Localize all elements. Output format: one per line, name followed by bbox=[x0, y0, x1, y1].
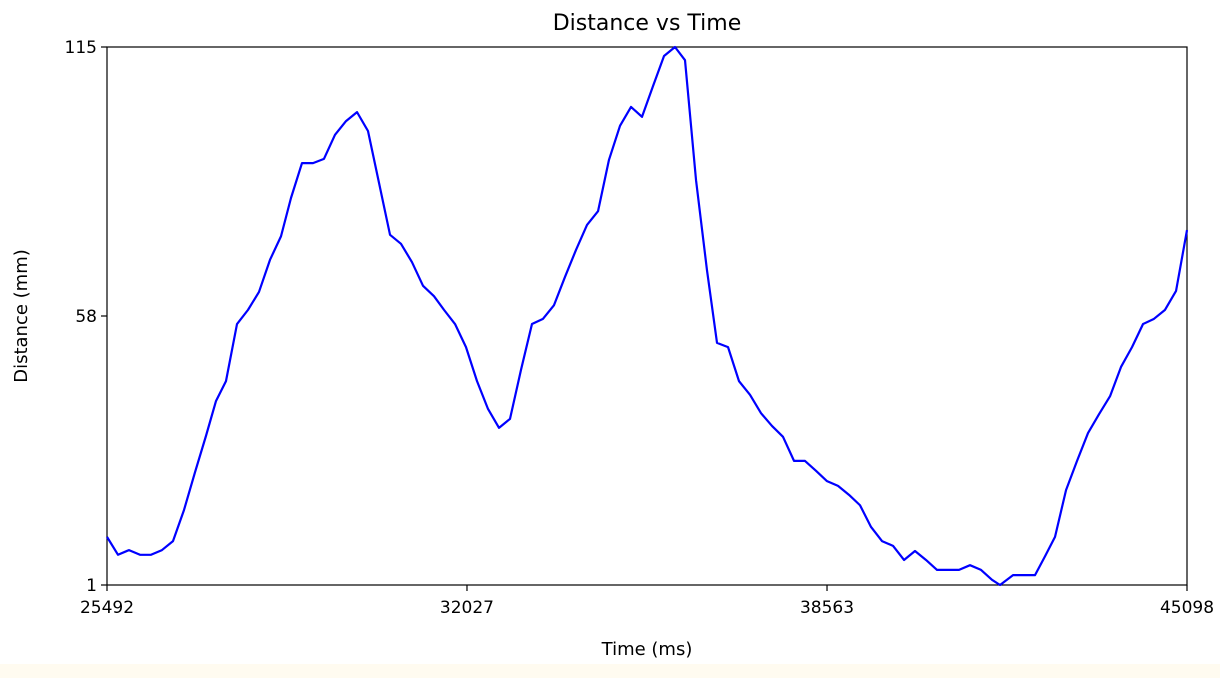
chart-title: Distance vs Time bbox=[553, 11, 742, 36]
data-line bbox=[106, 45, 1189, 587]
y-tick-label: 1 bbox=[86, 576, 97, 596]
x-tick-label: 45098 bbox=[1160, 598, 1214, 618]
y-tick-label: 58 bbox=[75, 307, 97, 327]
x-tick-label: 38563 bbox=[800, 598, 854, 618]
x-axis-label: Time (ms) bbox=[601, 639, 693, 660]
y-axis-label: Distance (mm) bbox=[11, 249, 32, 383]
plot-frame bbox=[106, 46, 1188, 586]
output-strip bbox=[0, 664, 1220, 678]
x-tick-label: 25492 bbox=[80, 598, 134, 618]
y-tick-label: 115 bbox=[65, 38, 97, 58]
x-tick-label: 32027 bbox=[440, 598, 494, 618]
